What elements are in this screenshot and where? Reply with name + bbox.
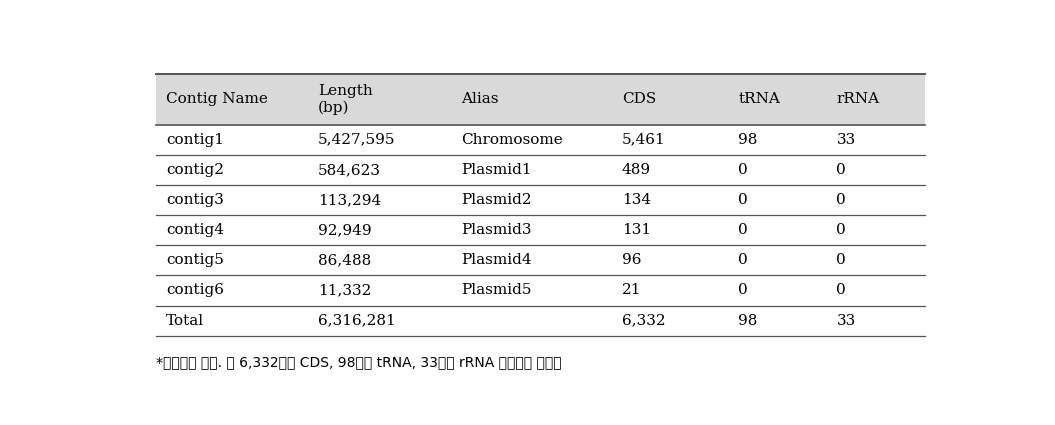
Text: contig1: contig1 — [167, 133, 225, 147]
Text: Plasmid1: Plasmid1 — [461, 163, 532, 177]
Text: 0: 0 — [738, 193, 748, 207]
Text: 584,623: 584,623 — [319, 163, 381, 177]
Text: 0: 0 — [837, 283, 846, 298]
Text: tRNA: tRNA — [738, 92, 780, 106]
Text: Plasmid5: Plasmid5 — [461, 283, 532, 298]
Text: 6,332: 6,332 — [622, 314, 666, 328]
Text: Length
(bp): Length (bp) — [319, 84, 372, 115]
Text: 21: 21 — [622, 283, 641, 298]
Text: Plasmid2: Plasmid2 — [461, 193, 532, 207]
Text: Plasmid4: Plasmid4 — [461, 253, 532, 267]
Text: contig3: contig3 — [167, 193, 224, 207]
Text: 6,316,281: 6,316,281 — [319, 314, 396, 328]
Text: 0: 0 — [837, 193, 846, 207]
Text: Contig Name: Contig Name — [167, 92, 268, 106]
Bar — [156, 74, 925, 125]
Text: Chromosome: Chromosome — [461, 133, 563, 147]
Text: contig6: contig6 — [167, 283, 225, 298]
Text: 0: 0 — [738, 283, 748, 298]
Text: Alias: Alias — [461, 92, 499, 106]
Text: 134: 134 — [622, 193, 651, 207]
Text: contig4: contig4 — [167, 223, 225, 237]
Text: 131: 131 — [622, 223, 651, 237]
Text: 5,427,595: 5,427,595 — [319, 133, 396, 147]
Text: 0: 0 — [837, 253, 846, 267]
Text: Total: Total — [167, 314, 205, 328]
Text: 5,461: 5,461 — [622, 133, 666, 147]
Text: 489: 489 — [622, 163, 651, 177]
Text: 33: 33 — [837, 314, 856, 328]
Text: CDS: CDS — [622, 92, 656, 106]
Text: 0: 0 — [837, 163, 846, 177]
Text: 92,949: 92,949 — [319, 223, 371, 237]
Text: 98: 98 — [738, 133, 757, 147]
Text: 86,488: 86,488 — [319, 253, 371, 267]
Text: 11,332: 11,332 — [319, 283, 371, 298]
Text: 33: 33 — [837, 133, 856, 147]
Text: 98: 98 — [738, 314, 757, 328]
Text: contig5: contig5 — [167, 253, 224, 267]
Text: *주석달기 결과. 총 6,332개의 CDS, 98개의 tRNA, 33개의 rRNA 유전자가 발견됨: *주석달기 결과. 총 6,332개의 CDS, 98개의 tRNA, 33개의… — [156, 355, 562, 369]
Text: 0: 0 — [837, 223, 846, 237]
Text: Plasmid3: Plasmid3 — [461, 223, 532, 237]
Text: 0: 0 — [738, 163, 748, 177]
Text: 113,294: 113,294 — [319, 193, 382, 207]
Text: rRNA: rRNA — [837, 92, 880, 106]
Text: contig2: contig2 — [167, 163, 225, 177]
Text: 0: 0 — [738, 253, 748, 267]
Text: 0: 0 — [738, 223, 748, 237]
Text: 96: 96 — [622, 253, 641, 267]
